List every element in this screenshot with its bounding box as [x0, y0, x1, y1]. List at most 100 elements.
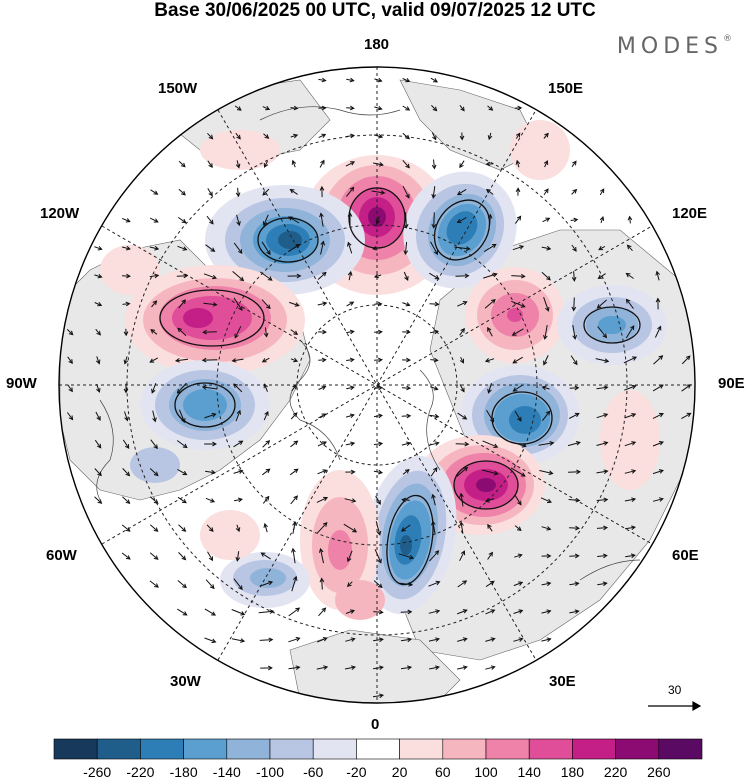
wind-arrow: [235, 132, 241, 140]
wind-arrow: [485, 666, 495, 670]
wind-arrow: [149, 217, 159, 223]
wind-arrowhead: [543, 360, 548, 366]
wind-arrowhead: [322, 469, 328, 474]
wind-arrow: [599, 188, 605, 196]
wind-arrowhead: [371, 246, 377, 251]
wind-arrowhead: [549, 441, 555, 446]
wind-arrowhead: [548, 470, 554, 476]
wind-arrowhead: [183, 273, 189, 279]
wind-arrowhead: [181, 218, 187, 224]
wind-arrowhead: [212, 302, 218, 307]
wind-arrow: [488, 132, 492, 140]
wind-arrow: [237, 187, 239, 197]
wind-arrowhead: [264, 495, 270, 501]
wind-arrow: [541, 271, 551, 281]
wind-arrow: [345, 442, 355, 446]
wind-arrow: [431, 105, 437, 111]
wind-arrow: [345, 414, 355, 418]
colorbar-swatch: [399, 738, 444, 760]
wind-arrowhead: [516, 526, 522, 532]
wind-arrow: [95, 328, 101, 336]
wind-arrowhead: [291, 547, 296, 553]
wind-arrowhead: [349, 357, 355, 363]
colorbar-swatch: [658, 738, 703, 760]
wind-arrowhead: [153, 499, 159, 504]
wind-arrow: [178, 299, 186, 309]
wind-arrow: [177, 496, 187, 504]
wind-arrowhead: [545, 217, 551, 222]
wind-arrowhead: [546, 526, 552, 531]
wind-arrowhead: [96, 387, 101, 393]
wind-arrowhead: [239, 276, 245, 282]
wind-arrow: [568, 413, 580, 419]
wind-arrow: [539, 470, 553, 474]
wind-arrow: [318, 359, 326, 361]
wind-arrowhead: [405, 78, 411, 83]
wind-arrowhead: [574, 609, 580, 614]
wind-arrowhead: [210, 498, 216, 503]
wind-arrow: [96, 356, 100, 364]
wind-arrow: [96, 383, 100, 393]
wind-arrow: [262, 496, 270, 504]
wind-arrowhead: [319, 185, 325, 191]
wind-arrowhead: [658, 384, 664, 389]
wind-arrowhead: [603, 441, 609, 446]
wind-arrowhead: [319, 577, 325, 583]
wind-arrowhead: [318, 547, 324, 553]
wind-arrowhead: [602, 333, 608, 339]
wind-arrow: [512, 356, 524, 364]
wind-arrowhead: [571, 306, 577, 312]
wind-arrowhead: [598, 245, 604, 251]
wind-arrow: [94, 468, 102, 476]
wind-arrowhead: [295, 665, 301, 670]
wind-arrow: [457, 301, 467, 307]
wind-arrow: [652, 441, 664, 447]
wind-arrowhead: [435, 637, 441, 642]
wind-arrow: [345, 161, 355, 167]
wind-arrowhead: [571, 276, 577, 282]
wind-arrow: [402, 132, 410, 140]
wind-arrow: [149, 524, 159, 532]
wind-arrowhead: [434, 275, 440, 280]
wind-arrowhead: [518, 637, 524, 642]
wind-arrow: [317, 302, 327, 306]
wind-arrowhead: [544, 132, 549, 138]
wind-arrowhead: [493, 443, 499, 448]
wind-arrowhead: [180, 162, 186, 168]
wind-arrowhead: [292, 575, 298, 581]
wind-arrow: [151, 300, 157, 308]
wind-arrowhead: [546, 637, 552, 642]
wind-arrowhead: [434, 301, 440, 307]
wind-arrow: [571, 161, 577, 167]
wind-arrowhead: [630, 553, 636, 559]
wind-arrowhead: [266, 304, 271, 310]
lon-label-90e: 90E: [718, 375, 745, 392]
wind-arrowhead: [378, 469, 384, 475]
lon-label-150e: 150E: [548, 80, 584, 97]
wind-arrow: [346, 359, 354, 361]
wind-arrowhead: [376, 530, 382, 536]
lon-label-120e: 120E: [672, 205, 708, 222]
wind-arrowhead: [518, 609, 524, 614]
wind-arrow: [258, 610, 274, 614]
wind-arrow: [454, 246, 470, 250]
wind-arrow: [346, 187, 354, 197]
wind-arrowhead: [152, 417, 157, 423]
wind-arrowhead: [123, 388, 129, 394]
wind-arrow: [485, 580, 495, 588]
wind-arrowhead: [465, 246, 471, 251]
wind-arrow: [540, 497, 552, 503]
wind-arrowhead: [321, 441, 327, 446]
wind-arrowhead: [234, 333, 239, 339]
wind-arrowhead: [405, 134, 411, 140]
colorbar-swatch: [53, 738, 98, 760]
wind-arrow: [264, 384, 268, 392]
wind-arrowhead: [265, 105, 271, 111]
wind-arrow: [538, 442, 554, 446]
wind-arrow: [428, 638, 440, 642]
wind-arrow: [207, 132, 213, 140]
wind-arrowhead: [291, 159, 297, 165]
colorbar-tick-label: -140: [212, 764, 241, 780]
wind-arrow: [541, 610, 551, 614]
wind-arrow: [455, 275, 469, 277]
